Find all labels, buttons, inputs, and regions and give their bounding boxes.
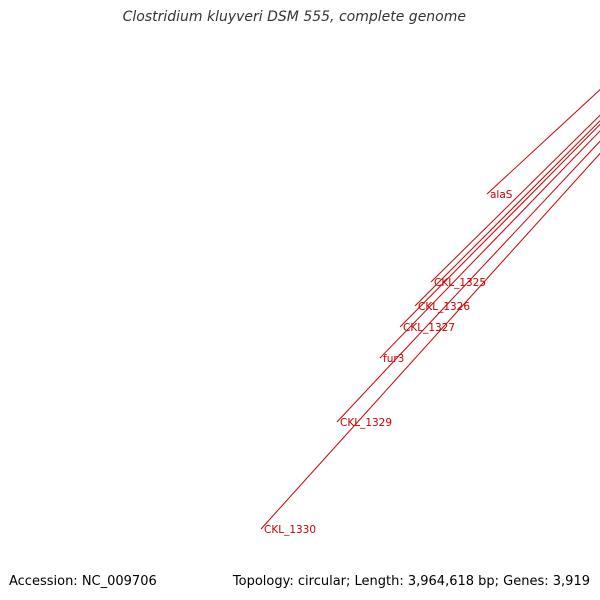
accession-label: Accession: NC_009706: [9, 574, 157, 589]
gene-label: CKL_1330: [264, 524, 316, 536]
gene-label: CKL_1327: [403, 322, 455, 334]
gene-leader-line: [336, 140, 600, 423]
genome-summary-label: Topology: circular; Length: 3,964,618 bp…: [232, 574, 590, 589]
gene-leader-line: [414, 120, 600, 307]
gene-label-layer: alaSCKL_1325CKL_1326CKL_1327fur3CKL_1329…: [260, 89, 600, 536]
gene-leader-line: [399, 123, 600, 328]
genome-title: Clostridium kluyveri DSM 555, complete g…: [122, 9, 466, 25]
gene-label: fur3: [383, 353, 404, 365]
gene-leader-line: [260, 152, 600, 530]
gene-leader-line: [486, 89, 600, 195]
gene-label: CKL_1329: [340, 417, 392, 429]
gene-leader-line: [430, 114, 600, 283]
gene-label: alaS: [490, 189, 513, 201]
gene-leader-line: [379, 130, 600, 359]
